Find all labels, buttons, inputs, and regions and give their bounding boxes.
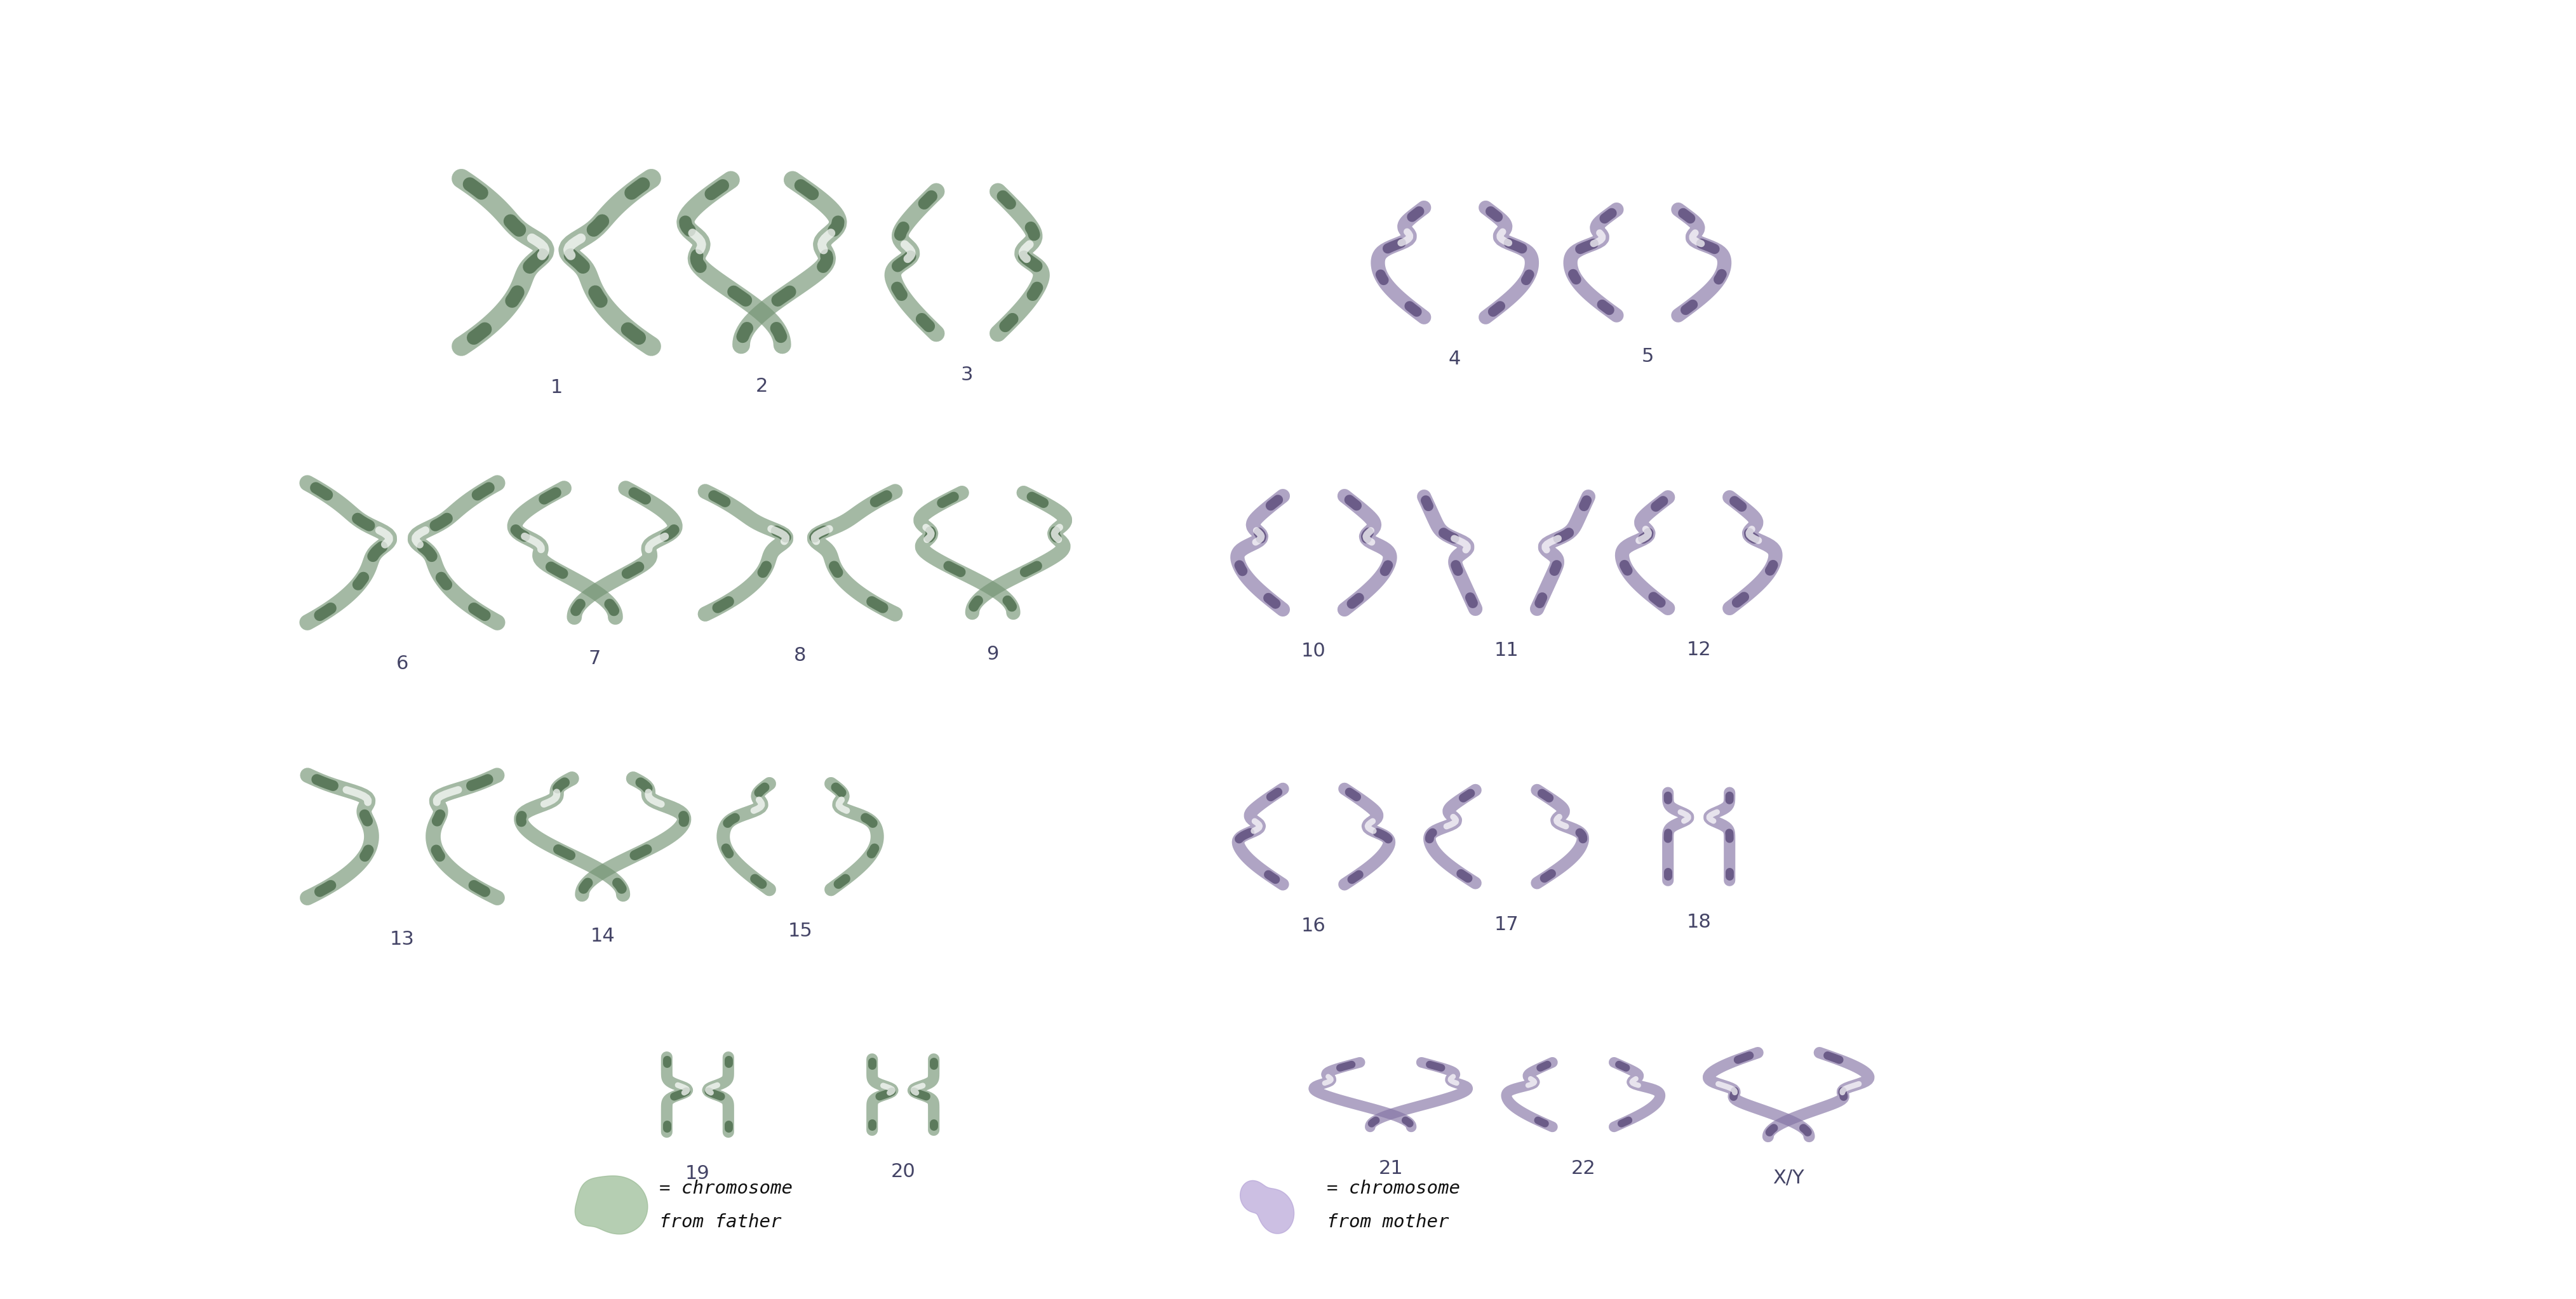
Text: 13: 13 [389, 930, 415, 948]
Text: 7: 7 [590, 650, 600, 668]
Text: X/Y: X/Y [1772, 1169, 1803, 1187]
Text: 6: 6 [397, 655, 410, 673]
Text: from mother: from mother [1327, 1213, 1448, 1231]
Polygon shape [574, 1176, 647, 1234]
Polygon shape [1239, 1181, 1293, 1234]
Text: 17: 17 [1494, 916, 1517, 934]
Text: 3: 3 [961, 365, 974, 385]
Text: 15: 15 [788, 922, 811, 940]
Text: = chromosome: = chromosome [1327, 1179, 1461, 1198]
Text: from father: from father [659, 1213, 781, 1231]
Polygon shape [1239, 1181, 1293, 1234]
Text: 9: 9 [987, 646, 999, 664]
Text: 14: 14 [590, 927, 616, 946]
Polygon shape [574, 1176, 647, 1234]
Text: 16: 16 [1301, 917, 1327, 935]
Text: 11: 11 [1494, 642, 1517, 660]
Text: 21: 21 [1378, 1159, 1404, 1177]
Text: 8: 8 [793, 647, 806, 665]
Text: 19: 19 [685, 1164, 711, 1182]
Text: = chromosome: = chromosome [659, 1179, 793, 1198]
Text: 10: 10 [1301, 642, 1327, 660]
Text: 5: 5 [1641, 348, 1654, 366]
Text: 18: 18 [1687, 913, 1710, 931]
Text: 12: 12 [1687, 640, 1710, 659]
Text: 4: 4 [1448, 349, 1461, 368]
Text: 22: 22 [1571, 1159, 1595, 1177]
Text: 2: 2 [755, 377, 768, 396]
Text: 1: 1 [551, 378, 562, 397]
Text: 20: 20 [891, 1163, 914, 1181]
